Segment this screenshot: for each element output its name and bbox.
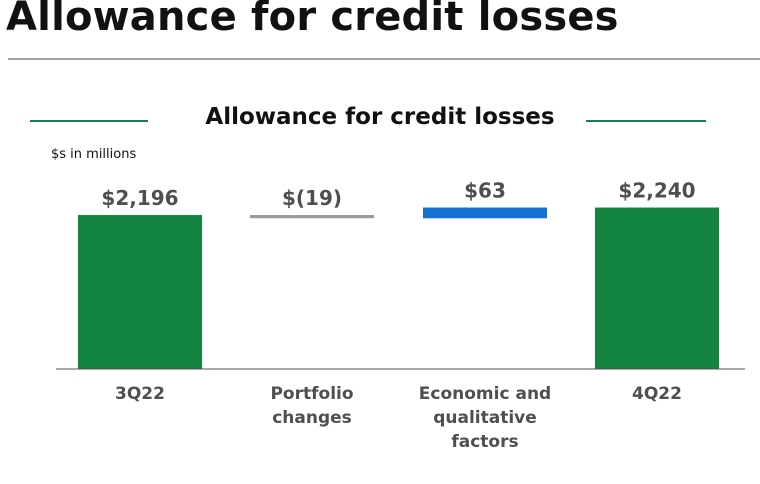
bar-2 <box>423 207 547 219</box>
value-label-3: $2,240 <box>618 179 695 203</box>
title-divider <box>8 58 760 60</box>
category-label-2-2: factors <box>451 432 518 452</box>
value-label-2: $63 <box>464 179 506 203</box>
category-label-3-0: 4Q22 <box>632 384 682 404</box>
units-note: $s in millions <box>51 147 137 162</box>
category-label-1-1: changes <box>272 408 352 428</box>
chart-title-right-rule <box>586 120 706 122</box>
chart-title: Allowance for credit losses <box>205 104 555 130</box>
bar-1 <box>250 215 374 219</box>
chart-title-left-rule <box>30 120 148 122</box>
category-label-2-0: Economic and <box>419 384 551 404</box>
category-label-0-0: 3Q22 <box>115 384 165 404</box>
category-label-2-1: qualitative <box>433 408 537 428</box>
value-label-0: $2,196 <box>101 186 178 210</box>
bar-0 <box>78 215 202 369</box>
bar-3 <box>595 207 719 369</box>
value-label-1: $(19) <box>282 186 342 210</box>
category-label-1-0: Portfolio <box>270 384 353 404</box>
page-title: Allowance for credit losses <box>6 0 619 40</box>
